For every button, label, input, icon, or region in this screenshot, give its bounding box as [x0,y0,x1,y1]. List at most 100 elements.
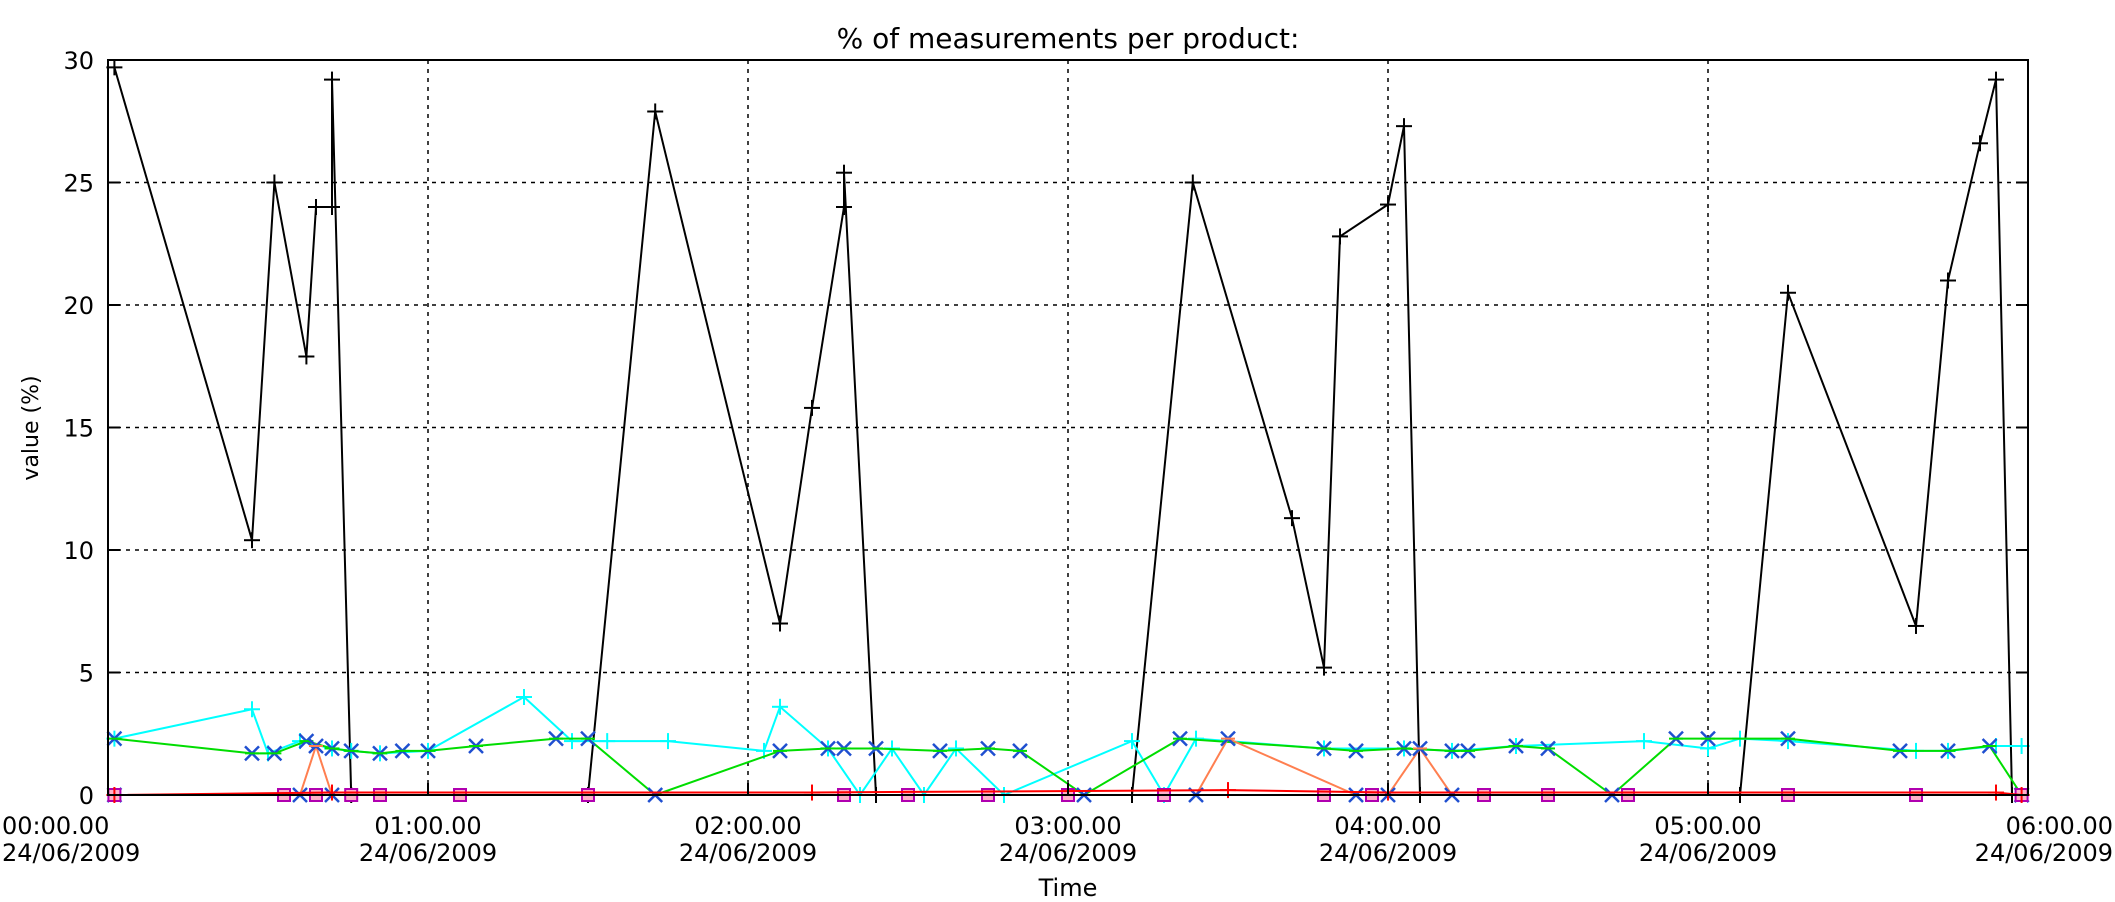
data-point [1348,743,1364,759]
data-point [564,733,580,750]
data-point [324,199,340,215]
data-point [820,740,836,757]
x-tick-label-time: 02:00.00 [694,812,801,840]
y-axis: 0 5 10 15 20 25 30 [63,47,2028,810]
y-tick-label: 20 [63,292,94,320]
data-point [647,103,664,120]
x-tick-label-time: 06:00.00 [2006,812,2113,840]
x-tick-label-date: 24/06/2009 [1639,839,1777,867]
data-point [1380,196,1396,213]
data-point [1988,71,2004,88]
x-tick-label-date: 24/06/2009 [2,839,140,867]
data-point [1284,510,1300,527]
data-point [1892,743,1908,759]
y-axis-label: value (%) [19,375,44,480]
data-point [343,743,360,759]
data-point [1184,174,1201,191]
data-point [1780,730,1796,747]
data-point [1508,738,1524,754]
data-point [1780,733,1796,750]
x-axis: 00:00.0024/06/200901:00.0024/06/200902:0… [2,783,2113,867]
data-point [948,740,964,757]
data-point [580,730,596,747]
y-tick-label: 0 [79,782,94,810]
data-point [660,733,676,750]
data-point [1700,740,1716,757]
data-point [1780,284,1796,301]
data-point [308,199,324,215]
data-point [980,740,996,757]
data-point [804,399,820,416]
data-point [1316,659,1332,676]
data-point [1460,743,1476,759]
y-tick-label: 25 [63,170,94,198]
x-axis-label: Time [1038,874,1098,902]
data-point [1700,730,1716,747]
data-point [1908,617,1924,634]
data-point [599,733,616,750]
data-point [244,745,260,762]
data-point [298,348,315,365]
x-tick-label-date: 24/06/2009 [679,839,817,867]
x-tick-label-time: 01:00.00 [374,812,481,840]
y-tick-label: 5 [79,660,94,688]
data-point [324,784,340,801]
data-point [1972,135,1988,152]
data-point [1396,740,1412,757]
data-point [836,164,852,181]
data-point [1124,733,1140,750]
data-point [266,745,283,762]
y-tick-label: 10 [63,537,94,565]
x-tick-label-date: 24/06/2009 [999,839,1137,867]
data-point [1444,743,1460,759]
data-point [1316,740,1332,757]
data-point [868,740,884,757]
y-tick-label: 30 [63,47,94,75]
x-tick-label-time: 03:00.00 [1014,812,1121,840]
x-tick-label-date: 24/06/2009 [1319,839,1457,867]
data-point [244,701,260,718]
data-point [1332,228,1348,245]
data-point [324,71,340,88]
data-point [548,730,564,747]
data-point [308,738,324,754]
data-point [804,784,820,801]
data-point [932,743,948,759]
data-point [772,615,788,632]
data-point [1981,738,1998,754]
data-point [1412,740,1428,757]
data-point [420,743,436,759]
data-point [836,199,852,215]
data-point [2013,738,2030,754]
y-tick-label: 15 [63,415,94,443]
data-point [1540,740,1556,757]
data-point [1012,743,1028,759]
grid [108,60,2028,795]
data-point [1940,743,1956,759]
x-tick-label-date: 24/06/2009 [359,839,497,867]
x-tick-label-time: 05:00.00 [1654,812,1761,840]
data-point [244,532,260,549]
data-point [1220,730,1236,747]
data-point [1172,730,1188,747]
x-tick-label-time: 04:00.00 [1334,812,1441,840]
data-point [324,740,340,757]
data-point [1636,733,1652,750]
data-point [836,740,852,757]
data-point [394,743,411,759]
data-point [468,738,484,754]
data-point [372,745,388,762]
data-point [106,730,123,747]
data-point [1988,784,2004,801]
data-point [772,698,788,715]
data-point [106,59,123,76]
data-point [1668,730,1684,747]
data-point [516,689,532,705]
x-tick-label-time: 00:00.00 [2,812,109,840]
data-point [1940,272,1956,289]
data-point [266,174,283,191]
x-tick-label-date: 24/06/2009 [1975,839,2113,867]
data-point [772,743,788,759]
